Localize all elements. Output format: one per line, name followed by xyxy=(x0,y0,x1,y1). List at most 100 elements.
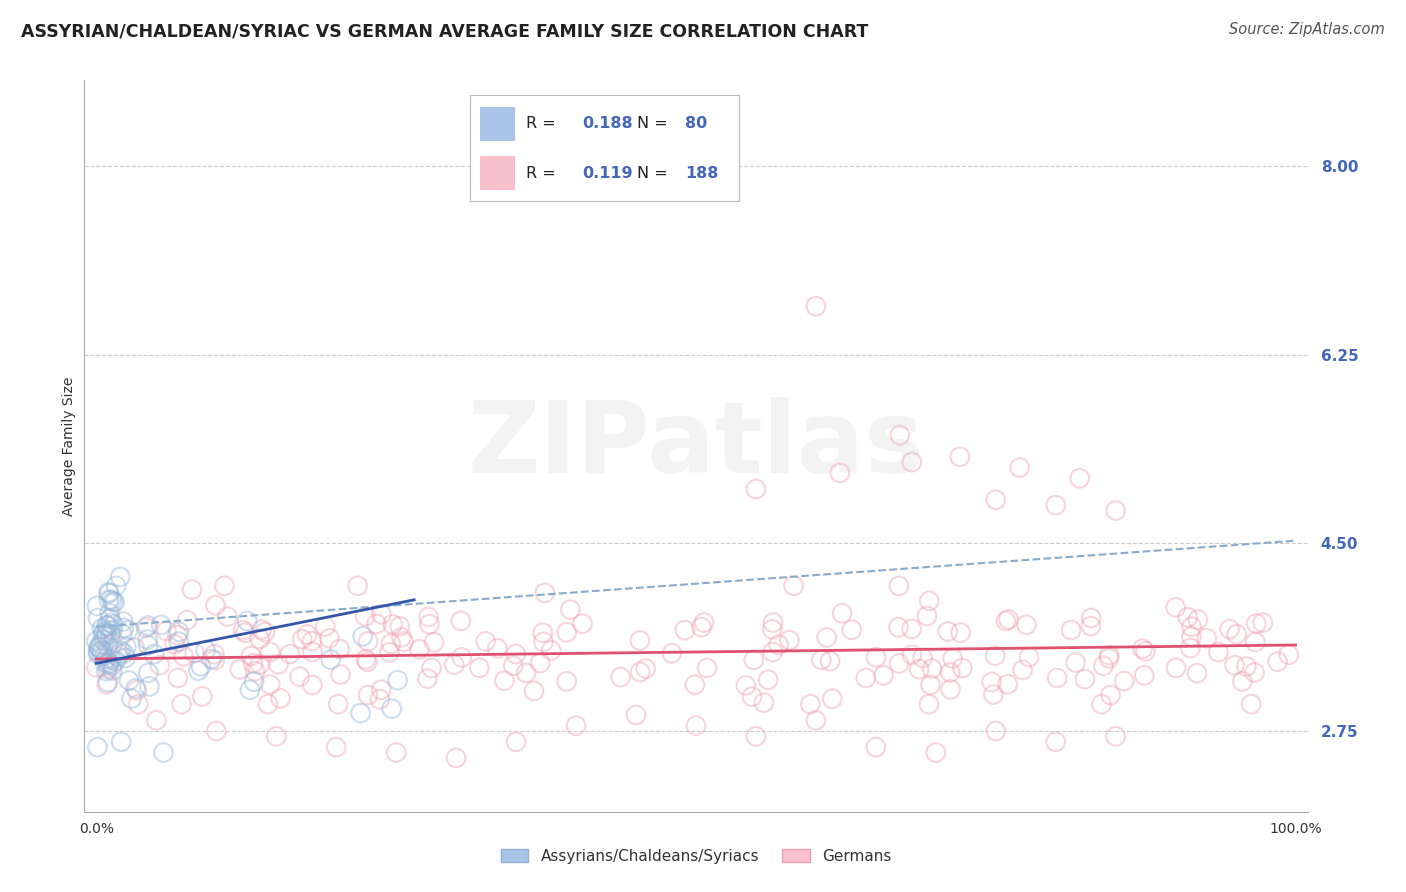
Point xyxy=(443,657,465,672)
Point xyxy=(249,657,271,672)
Point xyxy=(98,656,121,670)
Point xyxy=(87,640,110,655)
Point xyxy=(107,649,129,664)
Point xyxy=(278,647,301,661)
Point xyxy=(200,652,222,666)
Point xyxy=(96,618,118,632)
Point xyxy=(108,647,131,661)
Point xyxy=(515,665,537,680)
Point xyxy=(101,658,124,673)
Point xyxy=(259,645,281,659)
Point xyxy=(821,691,844,706)
Point xyxy=(352,629,374,643)
Point xyxy=(911,651,934,665)
Text: ASSYRIAN/CHALDEAN/SYRIAC VS GERMAN AVERAGE FAMILY SIZE CORRELATION CHART: ASSYRIAN/CHALDEAN/SYRIAC VS GERMAN AVERA… xyxy=(21,22,869,40)
Point xyxy=(97,675,120,690)
Point xyxy=(634,662,657,676)
Point xyxy=(815,631,838,645)
Point xyxy=(145,714,167,728)
Text: ZIPatlas: ZIPatlas xyxy=(468,398,924,494)
Point xyxy=(96,629,118,643)
Point xyxy=(183,646,205,660)
Point xyxy=(423,635,446,649)
Point xyxy=(942,651,965,665)
Point xyxy=(176,613,198,627)
Point xyxy=(236,614,259,628)
Point xyxy=(450,650,472,665)
Point xyxy=(329,642,352,657)
Point xyxy=(1246,616,1268,631)
Point xyxy=(531,625,554,640)
Point xyxy=(673,623,696,637)
Point xyxy=(1015,617,1038,632)
Point xyxy=(86,599,108,613)
Point xyxy=(136,639,159,653)
Point xyxy=(243,664,266,678)
Point xyxy=(87,644,110,658)
Point xyxy=(325,740,347,755)
Point xyxy=(1208,645,1230,659)
Point xyxy=(204,653,226,667)
Point xyxy=(136,632,159,647)
Point xyxy=(984,492,1007,507)
Point xyxy=(93,625,115,640)
Point xyxy=(560,602,582,616)
Point xyxy=(173,649,195,664)
Point xyxy=(818,654,841,668)
Point xyxy=(762,645,785,659)
Point xyxy=(782,579,804,593)
Point xyxy=(742,653,765,667)
Point xyxy=(98,586,121,600)
Point xyxy=(117,624,139,638)
Point xyxy=(761,622,783,636)
Point xyxy=(86,660,108,674)
Point xyxy=(100,652,122,666)
Point xyxy=(420,661,443,675)
Point xyxy=(865,650,887,665)
Point xyxy=(97,585,120,599)
Point xyxy=(125,683,148,698)
Point xyxy=(97,639,120,653)
Point xyxy=(1267,655,1289,669)
Point xyxy=(90,644,112,658)
Point xyxy=(1018,650,1040,665)
Point xyxy=(416,672,439,686)
Point xyxy=(920,678,942,692)
Point xyxy=(1240,697,1263,711)
Point xyxy=(112,615,135,629)
Point xyxy=(170,697,193,711)
Point xyxy=(93,655,115,669)
Point xyxy=(1278,648,1301,662)
Point xyxy=(388,619,411,633)
Point xyxy=(901,648,924,662)
Point xyxy=(1164,661,1187,675)
Point xyxy=(349,706,371,720)
Point xyxy=(804,714,827,728)
Point xyxy=(768,638,790,652)
Point xyxy=(214,579,236,593)
Point xyxy=(872,668,894,682)
Point xyxy=(328,697,350,711)
Point xyxy=(1080,619,1102,633)
Point xyxy=(908,662,931,676)
Point xyxy=(118,673,141,688)
Point xyxy=(232,623,254,637)
Point xyxy=(101,624,124,638)
Point xyxy=(89,640,111,655)
Point xyxy=(418,617,440,632)
Point xyxy=(155,624,177,638)
Point xyxy=(444,751,467,765)
Point xyxy=(741,690,763,704)
Point xyxy=(1185,666,1208,681)
Point xyxy=(925,746,948,760)
Point xyxy=(1008,460,1031,475)
Point xyxy=(319,652,342,666)
Point xyxy=(887,620,910,634)
Point xyxy=(901,455,924,469)
Point xyxy=(391,631,413,645)
Point xyxy=(104,595,127,609)
Point xyxy=(86,740,108,755)
Point xyxy=(124,640,146,655)
Point xyxy=(90,637,112,651)
Point xyxy=(683,678,706,692)
